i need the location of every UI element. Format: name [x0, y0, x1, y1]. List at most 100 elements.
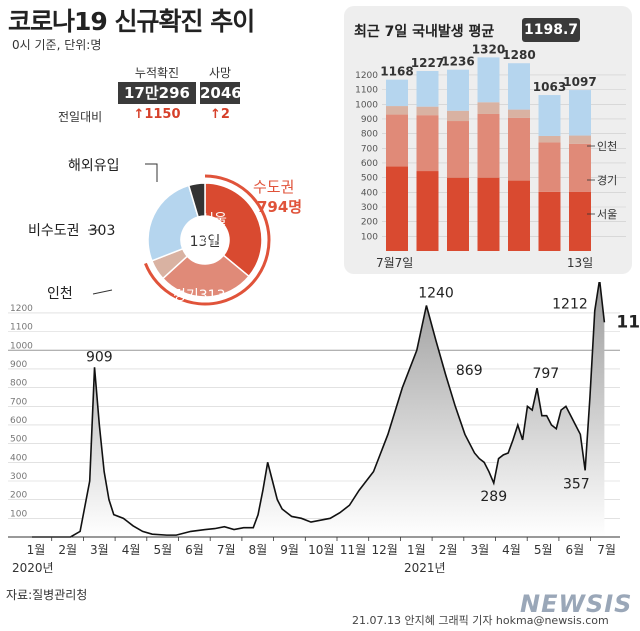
bar-seg-3-6: [569, 90, 591, 136]
cumulative-change: ↑1150: [133, 107, 181, 122]
pie-slice-1: [161, 254, 250, 298]
inset-ytick-1: 200: [361, 218, 378, 228]
cumulative-label: 누적확진: [134, 66, 180, 80]
credit-line: 21.07.13 안지혜 그래픽 기자 hokma@newsis.com: [352, 614, 609, 627]
bar-seg-2-1: [416, 106, 439, 116]
bar-total-6: 1097: [563, 75, 596, 89]
bar-total-5: 1063: [533, 80, 566, 94]
leader-overseas: [145, 163, 158, 182]
bar-seg-1-3: [477, 113, 500, 178]
month-label-18: 7월: [597, 543, 616, 557]
annotation-5: 357: [563, 476, 590, 492]
bar-total-2: 1236: [441, 55, 474, 69]
annotation-1: 1240: [418, 285, 454, 301]
pie-slice-4: [187, 182, 206, 218]
slice-label-4: 53: [154, 182, 172, 198]
series-label-0: 서울: [597, 208, 617, 221]
month-label-2: 3월: [90, 543, 109, 557]
bar-seg-3-4: [508, 63, 530, 110]
inset-ytick-5: 600: [361, 159, 378, 169]
month-label-14: 3월: [470, 543, 489, 557]
month-label-4: 5월: [153, 543, 172, 557]
inset-ytick-6: 700: [361, 144, 378, 154]
bar-seg-0-3: [477, 177, 500, 251]
main-ytick-6: 700: [10, 397, 27, 407]
daily-line: [32, 282, 606, 538]
bar-total-1: 1227: [411, 56, 444, 70]
slice-name-overseas: 해외유입: [68, 158, 120, 174]
year-label-1: 2021년: [404, 561, 446, 575]
pie-slice-3: [147, 184, 200, 262]
cumulative-value: 17만296: [118, 82, 196, 104]
month-label-11: 12월: [372, 543, 398, 557]
month-label-10: 11월: [340, 543, 366, 557]
bar-seg-2-4: [508, 109, 530, 118]
bar-seg-0-1: [416, 171, 439, 251]
inset-title: 최근 7일 국내발생 평균: [354, 24, 495, 40]
inset-xlabel-first: 7월7일: [376, 256, 413, 270]
page-title: 코로나19 신규확진 추이: [8, 7, 255, 36]
main-ytick-2: 300: [10, 472, 27, 482]
pie-slice-0: [204, 182, 263, 278]
main-ytick-11: 1200: [10, 304, 33, 314]
bar-seg-2-3: [477, 102, 500, 114]
bar-seg-1-1: [416, 115, 439, 172]
inset-xlabel-last: 13일: [567, 256, 593, 270]
bar-seg-1-0: [386, 114, 408, 167]
inset-ytick-9: 1000: [355, 100, 378, 110]
bar-seg-1-2: [447, 121, 469, 178]
bar-total-0: 1168: [380, 65, 413, 79]
inset-ytick-4: 500: [361, 174, 378, 184]
daily-area-chart: 100 200 300 400 500 600 700 800 900 1000 1100 1200 1…: [8, 282, 640, 575]
main-ytick-7: 800: [10, 379, 27, 389]
series-label-2: 인천: [597, 139, 617, 153]
donut-center-label: 13일: [190, 234, 221, 250]
main-ytick-1: 200: [10, 491, 27, 501]
annotation-6: 1212: [552, 297, 588, 313]
month-label-12: 1월: [407, 543, 426, 557]
compare-label: 전일대비: [58, 110, 103, 124]
month-label-7: 8월: [249, 543, 268, 557]
main-ytick-9: 1000: [10, 341, 33, 351]
newsis-logo: NEWSIS: [520, 590, 633, 618]
bar-seg-0-0: [386, 166, 408, 251]
bar-total-3: 1320: [472, 42, 505, 56]
annotation-8: 1150: [616, 312, 640, 332]
deaths-change: ↑2: [210, 107, 230, 122]
inset-ytick-2: 300: [361, 203, 378, 213]
inset-ytick-7: 800: [361, 130, 378, 140]
bar-seg-3-3: [477, 57, 500, 103]
leader-incheon: [92, 289, 113, 295]
bar-seg-0-4: [508, 180, 530, 251]
bar-seg-0-2: [447, 177, 469, 251]
month-label-8: 9월: [280, 543, 299, 557]
bar-seg-3-1: [416, 70, 439, 107]
annotation-4: 797: [532, 366, 559, 382]
unit-note: 0시 기준, 단위:명: [12, 38, 102, 52]
inset-ytick-11: 1200: [355, 71, 378, 81]
month-label-9: 10월: [308, 543, 334, 557]
daily-area-fill: [32, 282, 605, 537]
average-badge: 1198.7: [522, 18, 580, 42]
month-label-5: 6월: [185, 543, 204, 557]
main-ytick-0: 100: [10, 509, 27, 519]
bar-seg-2-2: [447, 110, 469, 122]
bar-seg-3-5: [538, 95, 561, 136]
bar-seg-0-6: [569, 191, 591, 251]
slice-name-incheon: 인천: [47, 286, 73, 302]
annotation-3: 289: [480, 489, 507, 505]
series-label-1: 경기: [597, 174, 617, 187]
main-ytick-3: 400: [10, 453, 27, 463]
slice-label-0: 414: [201, 234, 228, 250]
bar-seg-2-0: [386, 106, 408, 115]
month-label-6: 7월: [217, 543, 236, 557]
bar-seg-2-6: [569, 135, 591, 144]
main-ytick-4: 500: [10, 435, 27, 445]
inset-ytick-10: 1100: [355, 86, 378, 96]
bar-seg-3-2: [447, 69, 469, 111]
area-group: 100 200 300 400 500 600 700 800 900 1000 1100 1200 1…: [8, 282, 640, 575]
